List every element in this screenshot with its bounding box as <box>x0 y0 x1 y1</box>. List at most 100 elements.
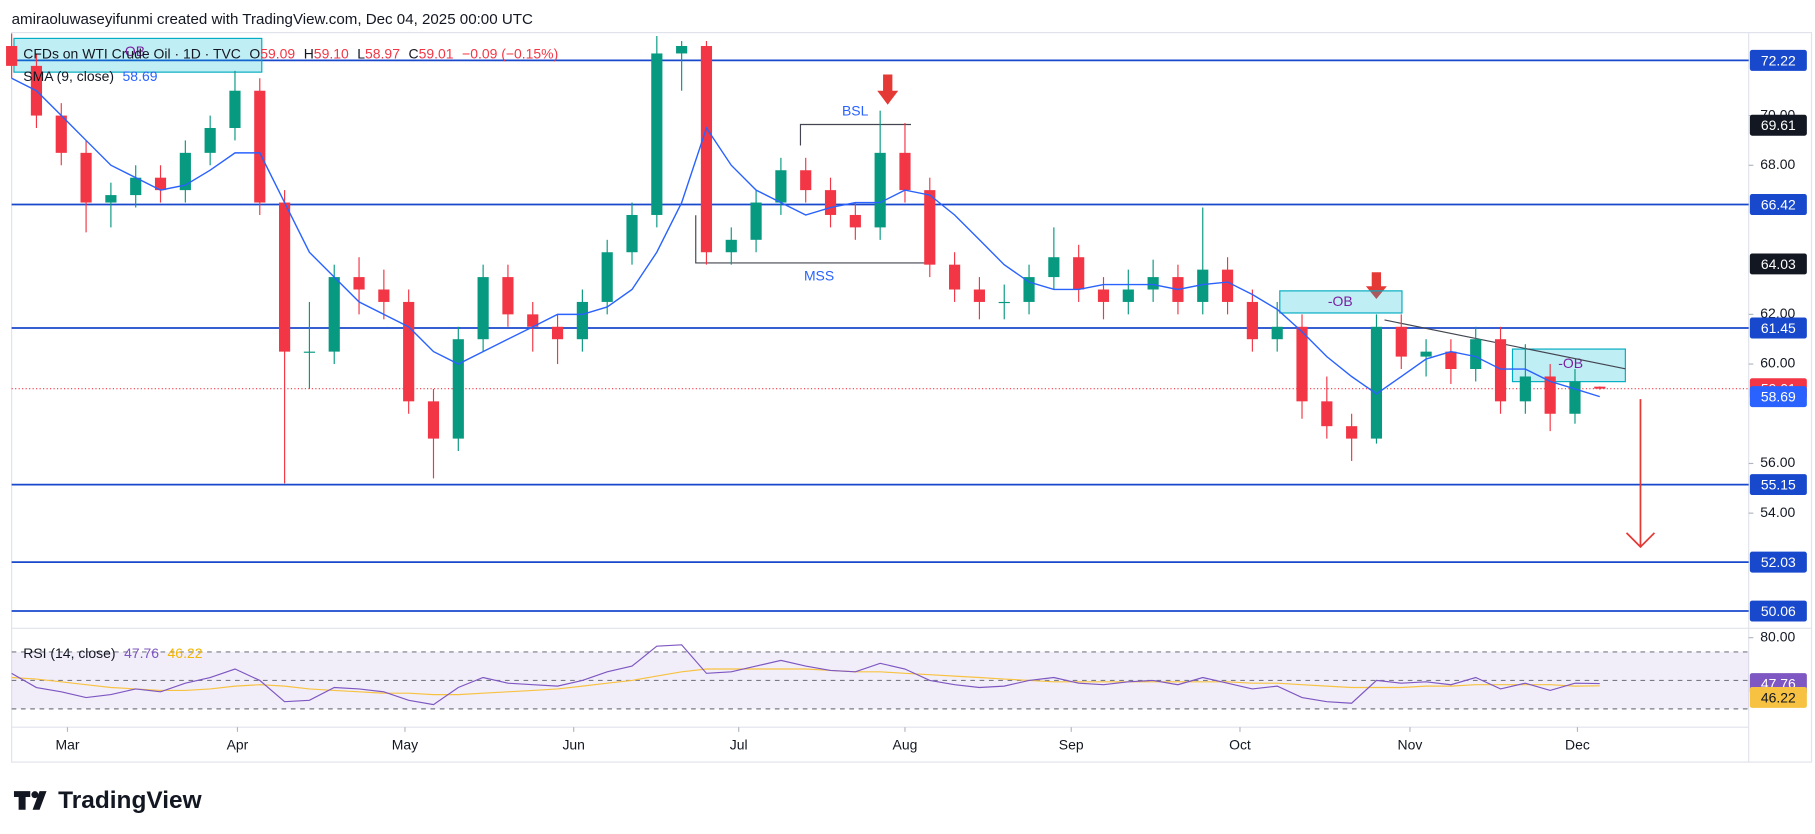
candle-body <box>80 152 92 203</box>
price-tag <box>1749 600 1807 622</box>
candle-body <box>6 45 18 66</box>
candle-body <box>949 264 961 290</box>
candle-body <box>1569 381 1581 414</box>
price-tag-label: 55.15 <box>1761 476 1796 492</box>
candle-body <box>1246 301 1258 340</box>
candle-body <box>1494 339 1507 402</box>
rsi-line <box>11 644 1600 706</box>
candle-body <box>204 127 216 153</box>
candle-body <box>824 190 837 215</box>
price-tag <box>1749 474 1807 496</box>
x-tick-label: Sep <box>1059 736 1084 752</box>
ohlc-label: O <box>249 45 260 61</box>
candle-body <box>477 277 489 340</box>
price-tag-label: 52.03 <box>1761 554 1796 570</box>
rsi-name: RSI (14, close) <box>23 645 115 661</box>
logo-text: TradingView <box>58 787 202 814</box>
annotation: MSS <box>804 268 834 284</box>
candle-body <box>254 90 266 203</box>
sma-value: 58.69 <box>123 67 158 83</box>
x-tick-label: Dec <box>1565 736 1590 752</box>
price-tag <box>1749 686 1807 708</box>
rsi-ma-line <box>11 668 1600 696</box>
candle-body <box>1519 376 1531 402</box>
price-tag <box>1749 253 1807 275</box>
candle-body <box>750 202 762 240</box>
y-tick-label: 68.00 <box>1760 156 1795 172</box>
candle-body <box>130 177 142 196</box>
candle-body <box>105 195 117 203</box>
candle-body <box>502 277 514 315</box>
x-tick-label: Oct <box>1229 736 1251 752</box>
y-tick-label: 54.00 <box>1760 504 1795 520</box>
candle-body <box>1147 277 1159 290</box>
candle-body <box>1197 269 1209 302</box>
price-tag-label: 46.22 <box>1761 689 1796 705</box>
legend: CFDs on WTI Crude Oil · 1D · TVC O59.09 … <box>23 45 558 61</box>
rsi-ma-value: 46.22 <box>168 645 203 661</box>
logo-mark <box>13 791 47 810</box>
ohlc-value: 59.01 <box>419 45 454 61</box>
price-tag <box>1749 194 1807 216</box>
down-arrow <box>1365 272 1387 300</box>
bsl-line <box>799 123 911 146</box>
candle-body <box>924 190 936 265</box>
header-text: amiraoluwaseyifunmi created with Trading… <box>12 11 533 28</box>
candle-body <box>229 90 241 128</box>
candle-body <box>676 45 688 54</box>
price-tag-label: 61.45 <box>1761 320 1796 336</box>
candle-body <box>1221 269 1234 302</box>
candle-body <box>1544 376 1556 414</box>
candle-body <box>1420 351 1432 357</box>
symbol: CFDs on WTI Crude Oil · 1D · TVC <box>23 45 241 61</box>
mss-line <box>695 215 931 264</box>
x-tick-label: Mar <box>55 736 79 752</box>
x-tick-label: Apr <box>227 736 249 752</box>
candle-body <box>1370 326 1383 439</box>
sma-legend: SMA (9, close) 58.69 <box>23 67 157 83</box>
ohlc-label: L <box>357 45 365 61</box>
candle-body <box>1346 426 1358 439</box>
candle-body <box>1470 339 1482 370</box>
ohlc-value: 59.09 <box>260 45 295 61</box>
candle-body <box>899 152 911 191</box>
candle-body <box>1271 326 1283 340</box>
annotation: BSL <box>842 102 869 118</box>
rsi-legend: RSI (14, close) 47.76 46.22 <box>23 645 202 661</box>
candle-body <box>576 301 588 340</box>
x-tick-label: Jul <box>730 736 748 752</box>
ohlc-label: C <box>409 45 419 61</box>
logo: TradingView <box>13 787 203 814</box>
candle-body <box>775 170 787 203</box>
candle-body <box>700 45 713 253</box>
candle-body <box>427 401 440 439</box>
price-tag-label: 72.22 <box>1761 52 1796 68</box>
price-tag <box>1749 386 1807 408</box>
candle-body <box>1048 257 1060 278</box>
price-tag-label: 66.42 <box>1761 196 1796 212</box>
candle-body <box>651 53 663 215</box>
candle-body <box>179 152 191 191</box>
x-tick-label: Jun <box>562 736 584 752</box>
logo-dot <box>31 791 39 799</box>
candle-body <box>874 152 886 228</box>
candle-body <box>601 252 613 302</box>
candle-body <box>1122 289 1134 302</box>
candle-body <box>1395 326 1407 357</box>
candle-body <box>403 301 415 402</box>
candle-body <box>303 351 315 353</box>
candle-body <box>1594 386 1606 389</box>
y-tick-label: 56.00 <box>1760 454 1795 470</box>
projection-arrow <box>1625 399 1656 549</box>
candle-body <box>154 177 167 191</box>
foreground-layer: 72.22 66.42 61.45 55.15 52.03 50.06 69.61 64.03… <box>6 33 1807 708</box>
candle-body <box>551 326 564 340</box>
candle-body <box>1073 257 1085 290</box>
candle-body <box>328 277 340 352</box>
x-tick-label: May <box>392 736 418 752</box>
price-tag <box>1749 114 1807 136</box>
candle-body <box>1023 277 1035 302</box>
candle-body <box>1097 289 1110 302</box>
x-tick-label: Nov <box>1398 736 1423 752</box>
